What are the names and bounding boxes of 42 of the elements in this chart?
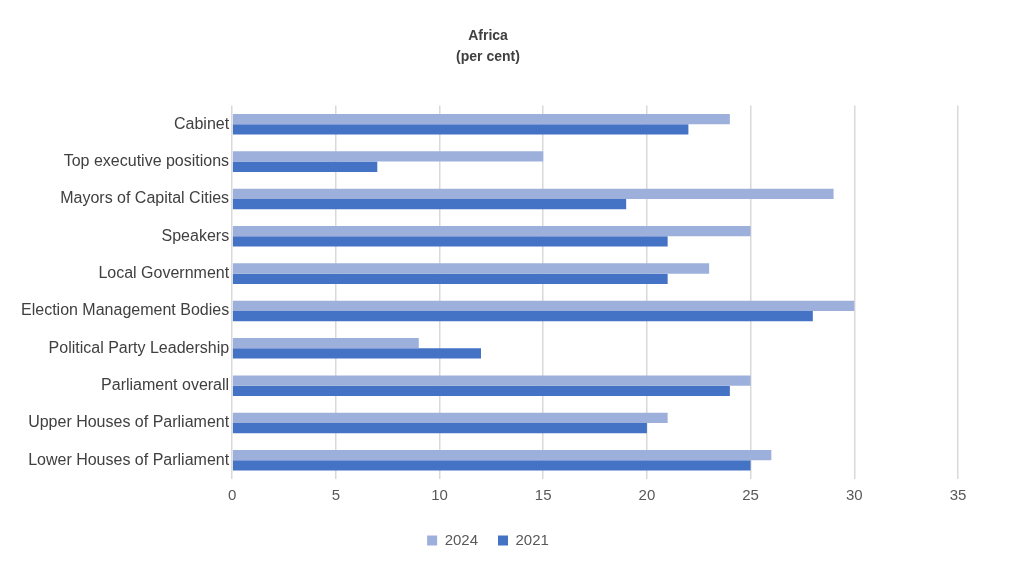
y-tick-label: Upper Houses of Parliament bbox=[28, 413, 230, 431]
bar bbox=[232, 226, 751, 237]
bar bbox=[232, 236, 668, 247]
bar bbox=[232, 310, 813, 322]
y-tick-label: Speakers bbox=[161, 226, 230, 244]
bar bbox=[232, 161, 378, 172]
bar bbox=[232, 124, 689, 135]
x-tick-label: 20 bbox=[638, 486, 656, 504]
bar bbox=[232, 375, 751, 386]
x-tick-label: 5 bbox=[331, 486, 340, 504]
chart-subtitle: (per cent) bbox=[456, 48, 520, 65]
bar bbox=[232, 422, 647, 434]
bar bbox=[232, 412, 668, 423]
bar bbox=[232, 385, 730, 396]
chart-title: Africa bbox=[468, 27, 509, 44]
bar bbox=[232, 300, 855, 311]
x-tick-label: 30 bbox=[845, 486, 863, 504]
legend-label: 2021 bbox=[515, 530, 549, 548]
y-tick-label: Lower Houses of Parliament bbox=[28, 450, 230, 468]
y-tick-label: Local Government bbox=[98, 264, 230, 282]
x-tick-label: 0 bbox=[227, 486, 237, 504]
y-tick-label: Top executive positions bbox=[63, 152, 230, 170]
bar bbox=[232, 273, 668, 284]
x-tick-label: 25 bbox=[742, 486, 759, 504]
bar bbox=[232, 338, 419, 349]
bar bbox=[232, 151, 544, 162]
y-tick-label: Mayors of Capital Cities bbox=[60, 189, 230, 207]
x-tick-label: 10 bbox=[431, 486, 448, 504]
x-tick-label: 15 bbox=[534, 486, 552, 504]
bar bbox=[232, 188, 834, 199]
y-tick-label: Parliament overall bbox=[101, 376, 230, 394]
y-tick-label: Election Management Bodies bbox=[21, 301, 230, 319]
bar bbox=[232, 460, 751, 471]
bar bbox=[232, 114, 730, 125]
bar bbox=[232, 198, 627, 210]
y-tick-label: Cabinet bbox=[173, 114, 230, 132]
bar bbox=[232, 263, 710, 274]
bar bbox=[232, 450, 772, 461]
y-tick-label: Political Party Leadership bbox=[48, 338, 230, 356]
x-tick-label: 35 bbox=[949, 486, 967, 504]
legend-label: 2024 bbox=[444, 530, 479, 548]
bar bbox=[232, 348, 481, 359]
